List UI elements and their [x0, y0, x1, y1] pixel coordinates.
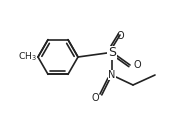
Text: N: N: [108, 70, 116, 80]
Text: CH$_3$: CH$_3$: [18, 51, 37, 63]
Text: S: S: [108, 46, 116, 60]
Text: O: O: [134, 60, 142, 70]
Text: O: O: [116, 31, 124, 41]
Text: O: O: [91, 93, 99, 103]
